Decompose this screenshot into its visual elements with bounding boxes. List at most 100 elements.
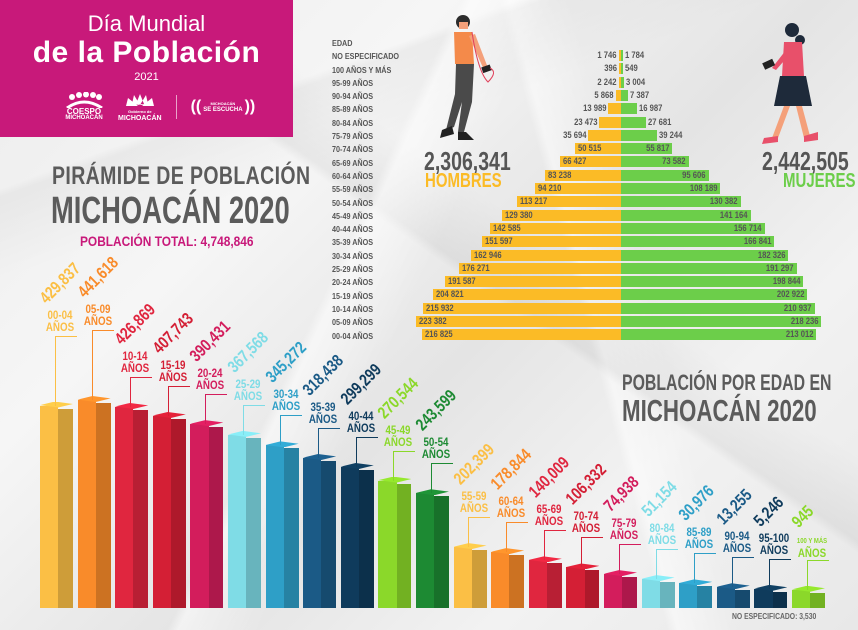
age-range-label: 55-59 AÑOS [459, 491, 488, 516]
leader-line [618, 544, 620, 575]
age-bar [566, 563, 600, 608]
logo-row: COESPO MICHOACÁN Gobierno de MICHOACÁN (… [64, 92, 255, 122]
leader-line [167, 385, 169, 416]
men-bar [618, 76, 621, 88]
women-bar [621, 116, 647, 128]
age-bar [491, 548, 525, 608]
header-title-line1: Día Mundial [87, 11, 206, 36]
age-bar [754, 584, 788, 608]
men-value: 35 694 [562, 129, 587, 140]
age-label: 60-64 AÑOS [332, 170, 374, 181]
woman-walking-illustration [762, 23, 818, 144]
men-total: 2,306,341 [424, 146, 511, 176]
age-range-label: 15-19 AÑOS [158, 359, 187, 384]
women-bar [621, 89, 628, 101]
women-bar [621, 50, 623, 61]
men-bar [490, 222, 621, 234]
age-bar [228, 430, 261, 608]
age-bar [190, 420, 224, 608]
age-range-label: 75-79 AÑOS [609, 518, 639, 543]
age-range-label: 95-100 AÑOS [759, 532, 790, 557]
women-value: 213 012 [785, 329, 814, 340]
women-value: 95 606 [682, 169, 706, 180]
leader-arrow [355, 437, 378, 439]
age-bar [641, 575, 675, 608]
leader-line [355, 437, 357, 468]
men-bar [517, 196, 621, 208]
age-bar [679, 579, 713, 608]
men-value: 94 210 [537, 183, 561, 193]
men-bar [560, 156, 621, 168]
age-range-label: 10-14 AÑOS [121, 350, 150, 375]
age-range-label: 65-69 AÑOS [534, 504, 563, 529]
men-value: 23 473 [574, 116, 598, 127]
header-title-line2: de la Población [32, 36, 261, 69]
pyramid-age-labels: EDAD NO ESPECIFICADO 100 AÑOS Y MÁS 95-99 … [332, 37, 411, 343]
age-bar [77, 396, 111, 608]
man-walking-illustration [440, 15, 494, 140]
age-range-label: 70-74 AÑOS [572, 511, 601, 536]
women-value: 1 784 [625, 50, 645, 60]
age-label: 45-49 AÑOS [332, 210, 374, 221]
age-bar [716, 583, 750, 608]
leader-line [581, 537, 583, 568]
bar-value-label: 441,618 [73, 253, 122, 302]
bar-chart-title-line2: MICHOACÁN 2020 [622, 393, 817, 428]
women-value: 549 [625, 63, 638, 74]
age-label: 35-39 AÑOS [332, 237, 374, 248]
leader-arrow [205, 394, 228, 396]
men-bar [481, 236, 621, 248]
header-year: 2021 [134, 71, 159, 83]
age-label: 80-84 AÑOS [332, 117, 374, 128]
women-value: 16 987 [638, 103, 662, 114]
men-value: 83 238 [547, 169, 572, 180]
men-value: 223 382 [419, 316, 447, 326]
men-bar [422, 302, 621, 314]
women-bar [621, 103, 637, 115]
age-range-label: 85-89 AÑOS [685, 527, 714, 552]
men-label: HOMBRES [425, 170, 502, 192]
leader-arrow [393, 450, 416, 452]
age-range-label: 80-84 AÑOS [647, 523, 676, 548]
leader-line [318, 428, 320, 459]
women-value: 210 937 [783, 302, 812, 313]
leader-arrow [506, 522, 529, 524]
men-bar [422, 329, 621, 341]
age-bar [792, 585, 825, 608]
women-bar [621, 289, 808, 301]
age-bar [416, 489, 449, 608]
pyramid-title-line1: PIRÁMIDE DE POBLACIÓN [52, 162, 311, 190]
people-icon [66, 92, 103, 108]
men-bar [502, 209, 621, 221]
no-especificado-note: NO ESPECIFICADO: 3,530 [732, 612, 817, 621]
leader-arrow [731, 557, 754, 559]
women-bar [621, 302, 815, 314]
men-bar [416, 316, 621, 327]
men-value: 215 932 [425, 302, 454, 313]
men-value: 1 746 [597, 50, 617, 60]
age-range-label: 90-94 AÑOS [722, 531, 751, 556]
age-bar [303, 454, 337, 608]
leader-line [280, 415, 282, 446]
age-range-label: 30-34 AÑOS [271, 389, 300, 414]
women-bar [621, 196, 741, 208]
men-bar [574, 143, 621, 155]
women-bar [621, 222, 765, 234]
bar-value-label: 243,599 [411, 386, 461, 435]
men-value: 176 271 [462, 262, 490, 273]
leader-line [731, 557, 733, 588]
leader-arrow [468, 517, 491, 519]
bar-value-label: 13,255 [712, 485, 756, 529]
age-label: 05-09 AÑOS [332, 317, 374, 328]
leader-line [205, 394, 207, 425]
women-value: 198 844 [772, 276, 801, 287]
men-value: 13 989 [582, 103, 607, 114]
leader-line [506, 522, 508, 553]
leader-line [806, 559, 808, 590]
age-label: 100 AÑOS Y MÁS [332, 64, 392, 75]
bar-value-label: 74,938 [599, 472, 643, 516]
women-value: 141 164 [719, 209, 748, 220]
age-range-label: 100 Y MÁS AÑOS [796, 537, 828, 560]
men-value: 216 825 [425, 329, 453, 340]
women-bar [621, 183, 721, 194]
